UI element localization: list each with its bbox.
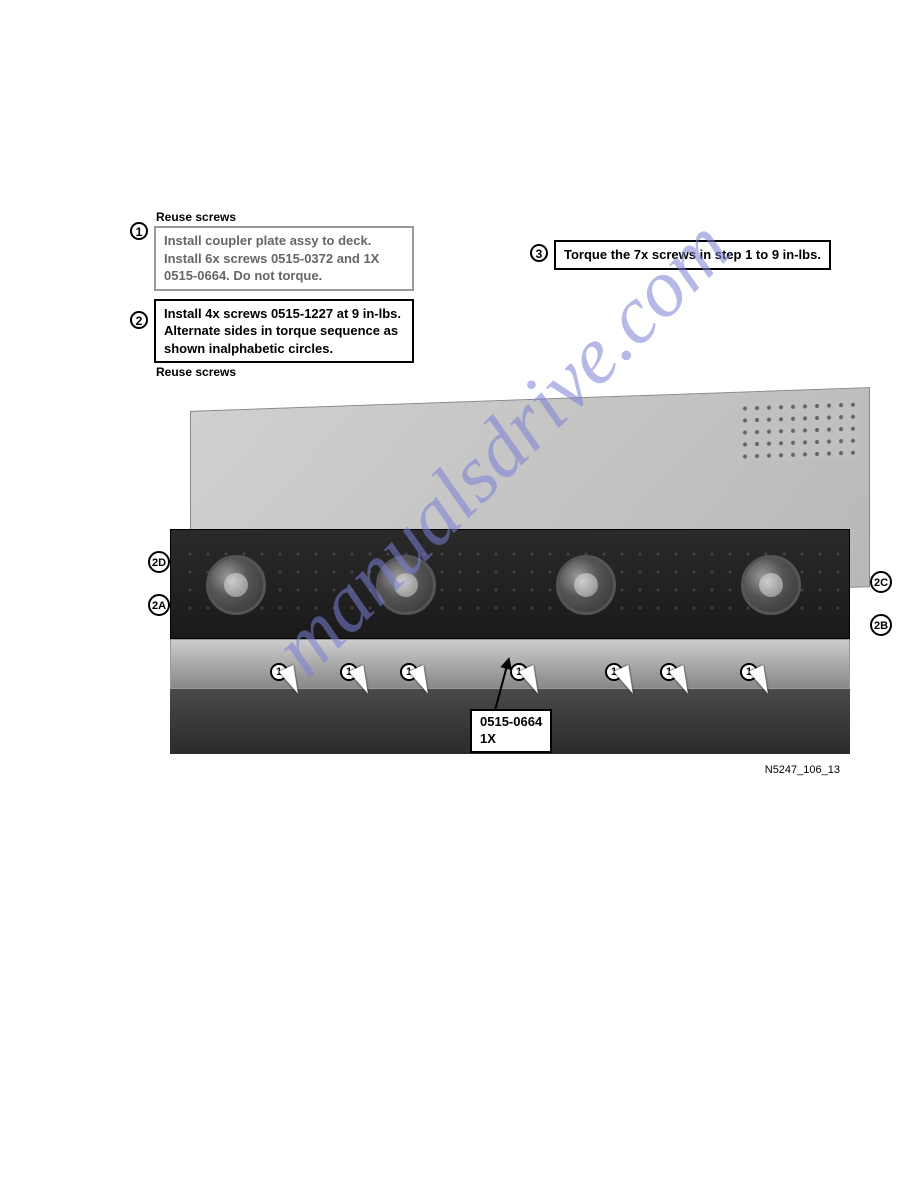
figure-identifier: N5247_106_13 bbox=[765, 764, 840, 776]
screw-arrow-1: 1 bbox=[270, 649, 300, 695]
screw-arrow-6: 1 bbox=[660, 649, 690, 695]
screw-arrow-2: 1 bbox=[340, 649, 370, 695]
screw-arrow-3: 1 bbox=[400, 649, 430, 695]
part-number-label: 0515-0664 1X bbox=[470, 709, 552, 753]
coupler-3 bbox=[556, 555, 616, 615]
reuse-screws-label-top: Reuse screws bbox=[156, 210, 890, 224]
arrow-icon bbox=[669, 665, 695, 697]
assembly-diagram: 2D 2A 2C 2B 1111111 0515-0664 1X N5247_1… bbox=[130, 399, 870, 769]
marker-2a: 2A bbox=[148, 594, 170, 616]
part-qty: 1X bbox=[480, 731, 542, 748]
step-number-1: 1 bbox=[130, 222, 148, 240]
arrow-icon bbox=[519, 665, 545, 697]
screw-arrow-4: 1 bbox=[510, 649, 540, 695]
coupler-1 bbox=[206, 555, 266, 615]
step-number-2: 2 bbox=[130, 311, 148, 329]
coupler-2 bbox=[376, 555, 436, 615]
marker-2c: 2C bbox=[870, 571, 892, 593]
step-number-3: 3 bbox=[530, 244, 548, 262]
coupler-plate bbox=[170, 529, 850, 639]
arrow-icon bbox=[349, 665, 375, 697]
instruction-content: Reuse screws 1 Install coupler plate ass… bbox=[130, 210, 890, 769]
step-2-box: Install 4x screws 0515-1227 at 9 in-lbs.… bbox=[154, 299, 414, 364]
reuse-screws-label-bottom: Reuse screws bbox=[156, 365, 890, 379]
callout-step-3: 3 Torque the 7x screws in step 1 to 9 in… bbox=[530, 240, 831, 270]
callout-step-1: Reuse screws 1 Install coupler plate ass… bbox=[130, 210, 890, 291]
perforated-panel bbox=[739, 399, 859, 463]
arrow-icon bbox=[409, 665, 435, 697]
arrow-icon bbox=[279, 665, 305, 697]
arrow-icon bbox=[614, 665, 640, 697]
screw-arrow-5: 1 bbox=[605, 649, 635, 695]
step-1-box: Install coupler plate assy to deck. Inst… bbox=[154, 226, 414, 291]
screw-arrow-7: 1 bbox=[740, 649, 770, 695]
coupler-4 bbox=[741, 555, 801, 615]
callout-step-2: 2 Install 4x screws 0515-1227 at 9 in-lb… bbox=[130, 299, 890, 380]
marker-2b: 2B bbox=[870, 614, 892, 636]
step-3-box: Torque the 7x screws in step 1 to 9 in-l… bbox=[554, 240, 831, 270]
arrow-icon bbox=[749, 665, 775, 697]
marker-2d: 2D bbox=[148, 551, 170, 573]
part-number: 0515-0664 bbox=[480, 714, 542, 731]
